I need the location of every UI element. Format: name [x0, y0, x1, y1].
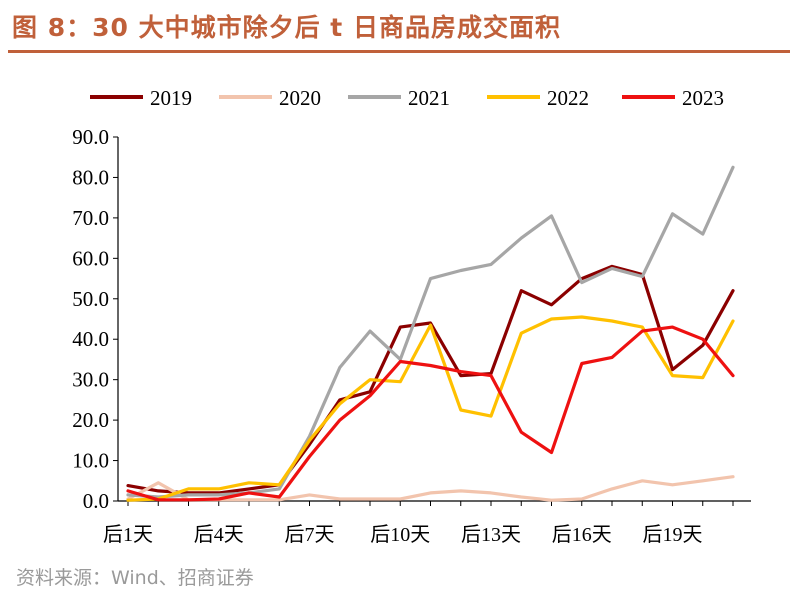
- series-line-2023: [126, 325, 735, 502]
- y-tick-label: 60.0: [72, 246, 109, 270]
- series-line-2019: [126, 264, 735, 495]
- x-axis: 后1天 后4天 后7天 后10天 后13天 后16天 后19天: [103, 500, 751, 546]
- legend-label-2020: 2020: [279, 86, 321, 110]
- y-tick-label: 80.0: [72, 165, 109, 189]
- line-chart: 2019 2020 2021 2022 2023 0.0 10.0 20.0 30.0 40.0…: [72, 86, 751, 546]
- y-tick-label: 50.0: [72, 287, 109, 311]
- legend-label-2019: 2019: [150, 86, 192, 110]
- series-line-2020: [126, 475, 735, 502]
- y-tick-label: 90.0: [72, 125, 109, 149]
- y-tick-label: 70.0: [72, 206, 109, 230]
- x-tick-label: 后10天: [370, 523, 430, 546]
- chart-title: 图 8：30 大中城市除夕后 t 日商品房成交面积: [12, 13, 561, 42]
- y-axis: 0.0 10.0 20.0 30.0 40.0 50.0 60.0 70.0 80.0 90.0: [72, 125, 119, 513]
- legend-label-2021: 2021: [408, 86, 450, 110]
- series-line-2021: [126, 165, 735, 499]
- title-rule: [8, 50, 790, 53]
- y-tick-label: 10.0: [72, 449, 109, 473]
- y-tick-label: 30.0: [72, 368, 109, 392]
- source-note: 资料来源：Wind、招商证券: [16, 567, 254, 589]
- y-tick-label: 20.0: [72, 408, 109, 432]
- x-tick-label: 后16天: [552, 523, 612, 546]
- x-tick-label: 后19天: [643, 523, 703, 546]
- chart-legend: 2019 2020 2021 2022 2023: [90, 86, 724, 110]
- legend-label-2022: 2022: [547, 86, 589, 110]
- x-tick-label: 后4天: [194, 523, 244, 546]
- legend-label-2023: 2023: [682, 86, 724, 110]
- x-tick-label: 后7天: [285, 523, 335, 546]
- series-layer: [126, 165, 735, 502]
- x-tick-label: 后1天: [103, 523, 153, 546]
- y-tick-label: 0.0: [83, 489, 109, 513]
- series-line-2022: [126, 315, 735, 502]
- x-tick-label: 后13天: [461, 523, 521, 546]
- y-tick-label: 40.0: [72, 327, 109, 351]
